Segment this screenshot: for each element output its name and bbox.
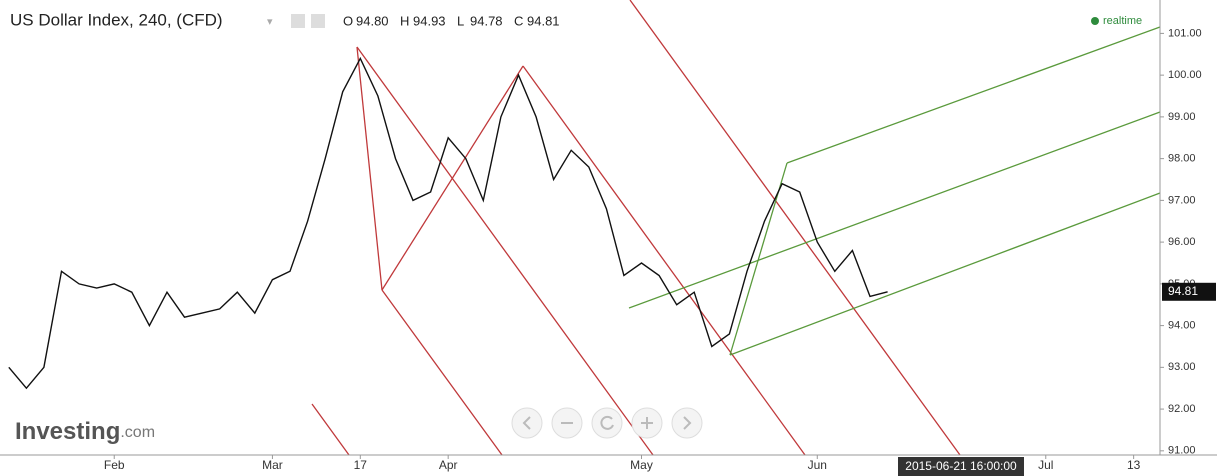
toggle-visibility[interactable] — [291, 14, 305, 28]
cursor-date: 2015-06-21 16:00:00 — [905, 459, 1017, 473]
x-tick-label: Jun — [808, 458, 827, 472]
x-tick-label: Jul — [1038, 458, 1053, 472]
y-tick-label: 99.00 — [1168, 111, 1196, 123]
x-tick-label: Feb — [104, 458, 125, 472]
y-tick-label: 98.00 — [1168, 153, 1196, 165]
y-tick-label: 97.00 — [1168, 194, 1196, 206]
zoom-icons — [522, 415, 692, 430]
last-value-label: 94.81 — [1168, 284, 1198, 298]
y-tick-label: 91.00 — [1168, 445, 1196, 457]
ohlc-key: H — [400, 13, 409, 28]
y-tick-label: 96.00 — [1168, 236, 1196, 248]
x-tick-label: 17 — [354, 458, 368, 472]
ohlc-key: O — [343, 13, 353, 28]
scroll-right[interactable] — [671, 407, 703, 439]
settings-button[interactable] — [311, 14, 325, 28]
brand-logo: Investing.com — [15, 418, 155, 445]
y-tick-label: 101.00 — [1168, 27, 1202, 39]
ohlc-value: 94.81 — [527, 13, 560, 28]
cursor-date-box — [898, 457, 1024, 476]
scroll-left[interactable] — [511, 407, 543, 439]
pitchfork-green — [628, 26, 1161, 356]
x-tick-label: Mar — [262, 458, 283, 472]
price-line — [8, 56, 888, 390]
ohlc-value: 94.93 — [413, 13, 446, 28]
ohlc-value: 94.78 — [470, 13, 503, 28]
status: realtime — [1103, 15, 1142, 27]
x-tick-label: May — [630, 458, 653, 472]
ohlc-value: 94.80 — [356, 13, 389, 28]
reset[interactable] — [591, 407, 623, 439]
last-value-box — [1162, 282, 1216, 301]
dropdown-arrow[interactable]: ▾ — [267, 16, 273, 28]
ohlc-key: C — [514, 13, 523, 28]
chart-title: US Dollar Index, 240, (CFD) — [10, 10, 223, 29]
brand-name: Investing — [15, 418, 120, 445]
y-tick-label: 93.00 — [1168, 361, 1196, 373]
y-tick-label: 92.00 — [1168, 403, 1196, 415]
pitchfork-red — [311, 0, 961, 456]
ohlc-legend: O 94.80 H 94.93 L 94.78 C 94.81 — [343, 13, 560, 28]
y-tick-label: 94.00 — [1168, 320, 1196, 332]
ohlc-key: L — [457, 13, 464, 28]
x-tick-label: Apr — [439, 458, 458, 472]
y-tick-label: 100.00 — [1168, 69, 1202, 81]
status-dot — [1091, 17, 1099, 25]
x-tick-label: 13 — [1127, 458, 1141, 472]
brand-suffix: .com — [120, 424, 155, 441]
